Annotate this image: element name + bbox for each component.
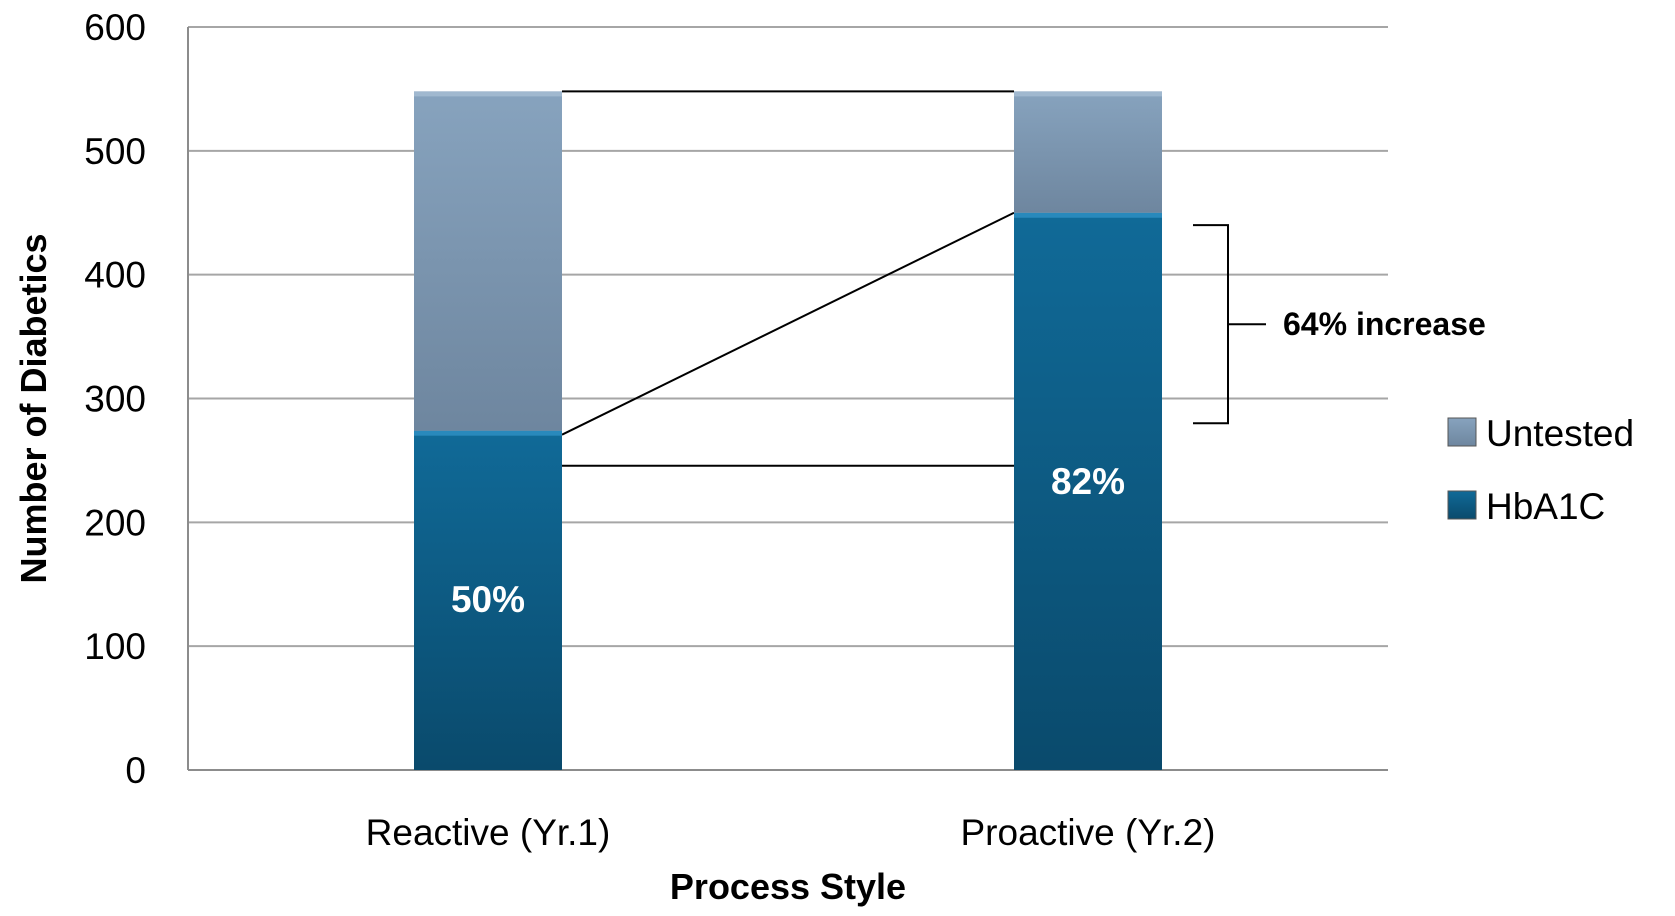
bars bbox=[414, 91, 1162, 770]
bar-untested-0 bbox=[414, 91, 562, 431]
x-category-label-1: Proactive (Yr.2) bbox=[961, 812, 1216, 853]
annotation-bracket bbox=[1193, 224, 1229, 425]
legend-swatch-untested bbox=[1447, 417, 1477, 447]
annotation-label: 64% increase bbox=[1283, 306, 1486, 342]
annotation: 64% increase bbox=[1193, 224, 1486, 425]
data-label-0: 50% bbox=[451, 579, 525, 620]
connector-diagonal bbox=[561, 211, 1015, 436]
x-category-label-0: Reactive (Yr.1) bbox=[366, 812, 611, 853]
bar-untested-1 bbox=[1014, 91, 1162, 213]
legend-swatch-hba1c bbox=[1447, 490, 1477, 520]
y-tick-label-500: 500 bbox=[84, 131, 146, 172]
x-axis-title: Process Style bbox=[670, 866, 906, 907]
legend-label-untested: Untested bbox=[1486, 413, 1634, 454]
bar-hba1c-0 bbox=[414, 430, 562, 770]
bar-bevel-hba1c-1 bbox=[1014, 212, 1162, 218]
bar-hba1c-1 bbox=[1014, 212, 1162, 770]
y-tick-label-200: 200 bbox=[84, 502, 146, 543]
x-axis-categories: Reactive (Yr.1) Proactive (Yr.2) bbox=[366, 812, 1216, 853]
y-tick-label-100: 100 bbox=[84, 626, 146, 667]
data-labels: 50% 82% bbox=[451, 461, 1125, 620]
bar-bevel-untested-0 bbox=[414, 91, 562, 97]
y-tick-label-600: 600 bbox=[84, 7, 146, 48]
y-tick-label-400: 400 bbox=[84, 255, 146, 296]
connector-lines bbox=[561, 90, 1015, 467]
bar-bevel-hba1c-0 bbox=[414, 430, 562, 436]
y-tick-label-0: 0 bbox=[125, 750, 146, 791]
y-tick-label-300: 300 bbox=[84, 379, 146, 420]
data-label-1: 82% bbox=[1051, 461, 1125, 502]
y-axis-ticks: 0 100 200 300 400 500 600 bbox=[84, 7, 146, 791]
legend-label-hba1c: HbA1C bbox=[1486, 486, 1605, 527]
y-axis-title: Number of Diabetics bbox=[13, 233, 54, 583]
bar-bevel-untested-1 bbox=[1014, 91, 1162, 97]
legend: Untested HbA1C bbox=[1447, 413, 1634, 527]
grid bbox=[187, 26, 1388, 771]
